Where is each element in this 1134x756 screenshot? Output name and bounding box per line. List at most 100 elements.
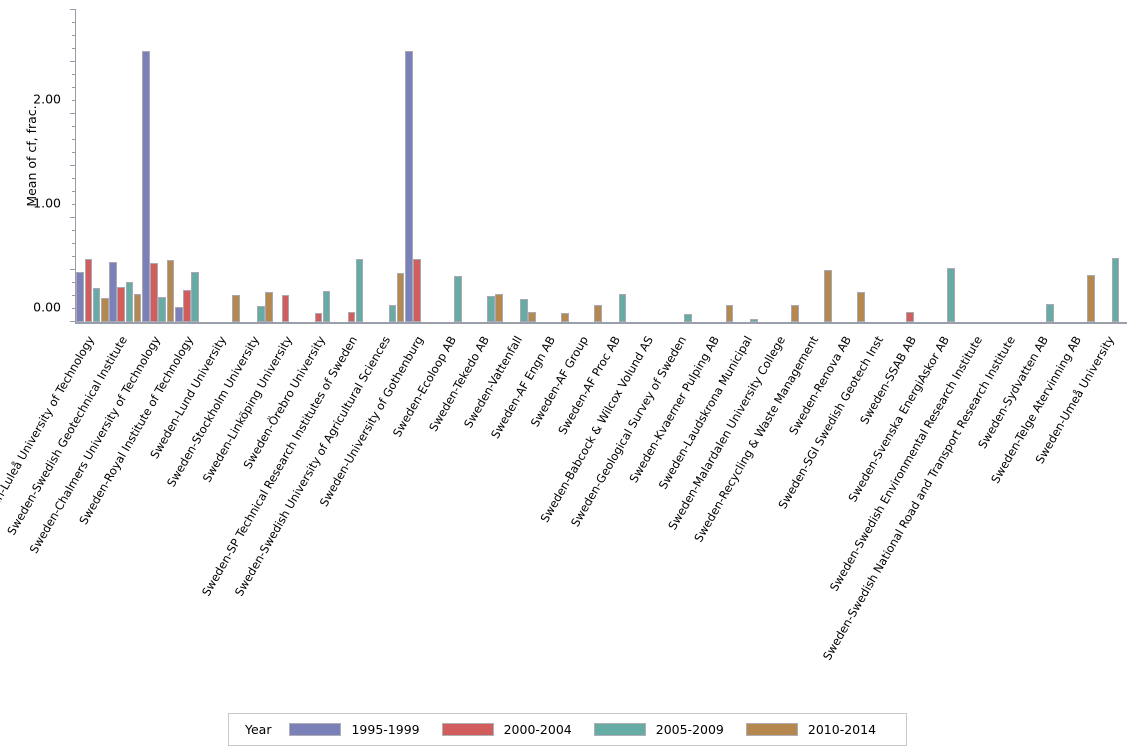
bar xyxy=(520,298,528,322)
y-tick-major: 3.00 xyxy=(33,0,76,166)
x-tick-label-text: Sweden-Tekedo AB xyxy=(425,333,492,434)
y-tick-minor xyxy=(72,295,76,296)
bar xyxy=(183,290,191,322)
bar xyxy=(684,313,693,322)
y-tick-major: 5.00 xyxy=(70,61,76,62)
x-tick-label: Sweden-Swedish University of Agricultura… xyxy=(232,75,542,599)
bar xyxy=(150,263,158,322)
y-tick-minor xyxy=(72,35,76,36)
y-tick-minor xyxy=(72,87,76,88)
bar xyxy=(1046,303,1054,322)
bar xyxy=(413,259,421,322)
bar xyxy=(125,282,134,322)
bar xyxy=(133,293,142,322)
x-tick-label: Sweden-Luleå University of Technology xyxy=(0,139,210,536)
bar xyxy=(906,312,914,322)
legend-item[interactable]: 1995-1999 xyxy=(289,722,420,737)
chart-legend: Year 1995-1999 2000-2004 2005-2009 2010-201… xyxy=(228,713,907,746)
y-tick-label: 3.00 xyxy=(33,0,61,3)
bar xyxy=(1087,275,1095,322)
x-tick-label: Sweden-Swedish Environmental Research In… xyxy=(827,80,1131,594)
bar xyxy=(281,295,290,322)
legend-label: 2005-2009 xyxy=(655,722,724,737)
x-tick-label-text: Sweden-Swedish University of Agricultura… xyxy=(232,333,394,599)
y-tick-label: 1.00 xyxy=(33,195,61,211)
bar xyxy=(92,287,101,322)
bar xyxy=(84,258,93,322)
x-tick-label-text: Sweden-Chalmers University of Technology xyxy=(26,333,164,556)
bar xyxy=(158,297,167,322)
legend-item[interactable]: 2010-2014 xyxy=(745,722,877,737)
bar xyxy=(791,304,799,322)
bar xyxy=(166,259,175,322)
legend-label: 2010-2014 xyxy=(807,722,877,737)
bar xyxy=(1111,258,1120,322)
bar xyxy=(618,294,627,322)
bar xyxy=(388,304,397,322)
x-tick-label-text: Sweden-Recycling & Waste Management xyxy=(690,333,821,545)
bar xyxy=(947,268,956,322)
y-tick-minor xyxy=(72,256,76,257)
bar xyxy=(405,50,413,322)
bar xyxy=(396,273,405,322)
y-tick-minor xyxy=(72,100,76,101)
bar xyxy=(109,262,117,322)
bar xyxy=(487,296,495,322)
y-tick-minor xyxy=(72,126,76,127)
bar xyxy=(495,294,504,322)
legend-swatch-2000-2004 xyxy=(441,723,494,736)
bar xyxy=(117,286,125,322)
legend-item[interactable]: 2005-2009 xyxy=(593,722,724,737)
bar xyxy=(594,304,602,322)
y-tick-major: 6.00 xyxy=(70,9,76,10)
bar xyxy=(561,312,569,322)
y-tick-minor xyxy=(72,22,76,23)
bar xyxy=(750,318,758,322)
bar xyxy=(257,306,265,322)
bar xyxy=(232,294,241,322)
x-tick-label: Sweden-Tekedo AB xyxy=(426,240,546,434)
bar xyxy=(76,272,84,322)
legend-swatch-2010-2014 xyxy=(745,723,798,736)
y-tick-major: 0.00 xyxy=(33,300,76,322)
bar xyxy=(347,312,356,322)
bar xyxy=(314,312,323,322)
y-tick-minor xyxy=(72,243,76,244)
y-tick-minor xyxy=(72,308,76,309)
legend-items: 1995-1999 2000-2004 2005-2009 2010-2014 xyxy=(289,722,898,737)
y-tick-minor xyxy=(72,282,76,283)
y-tick-minor xyxy=(72,230,76,231)
y-tick-label: 0.00 xyxy=(33,299,61,315)
bar xyxy=(174,307,183,322)
legend-swatch-2005-2009 xyxy=(593,723,646,736)
bar xyxy=(265,292,273,322)
y-tick-major: 4.00 xyxy=(70,113,76,114)
bar xyxy=(824,270,832,322)
x-axis-line xyxy=(75,322,1127,324)
bar xyxy=(725,304,734,322)
plot-area: 0.00 1.00 2.00 3.00 4.00 5.00 6.00 xyxy=(33,0,1128,322)
y-tick-minor xyxy=(72,178,76,179)
bar xyxy=(100,298,109,322)
y-tick-minor xyxy=(72,74,76,75)
y-tick-major: 2.00 xyxy=(33,92,76,218)
x-tick-label-text: Sweden-Luleå University of Technology xyxy=(0,333,98,536)
bar xyxy=(454,276,462,322)
y-tick-major: 1.00 xyxy=(33,196,76,270)
y-tick-minor xyxy=(72,204,76,205)
legend-swatch-1995-1999 xyxy=(289,723,342,736)
bar xyxy=(355,259,364,322)
y-tick-minor xyxy=(72,48,76,49)
legend-label: 1995-1999 xyxy=(351,722,420,737)
bar xyxy=(857,291,865,322)
legend-label: 2000-2004 xyxy=(503,722,572,737)
legend-item[interactable]: 2000-2004 xyxy=(441,722,572,737)
y-tick-label: 2.00 xyxy=(33,91,61,107)
y-tick-minor xyxy=(72,191,76,192)
bar xyxy=(142,50,150,322)
bar xyxy=(191,272,199,322)
y-tick-minor xyxy=(72,139,76,140)
x-tick-label: Sweden-Recycling & Waste Management xyxy=(691,130,939,545)
legend-title: Year xyxy=(245,722,272,737)
